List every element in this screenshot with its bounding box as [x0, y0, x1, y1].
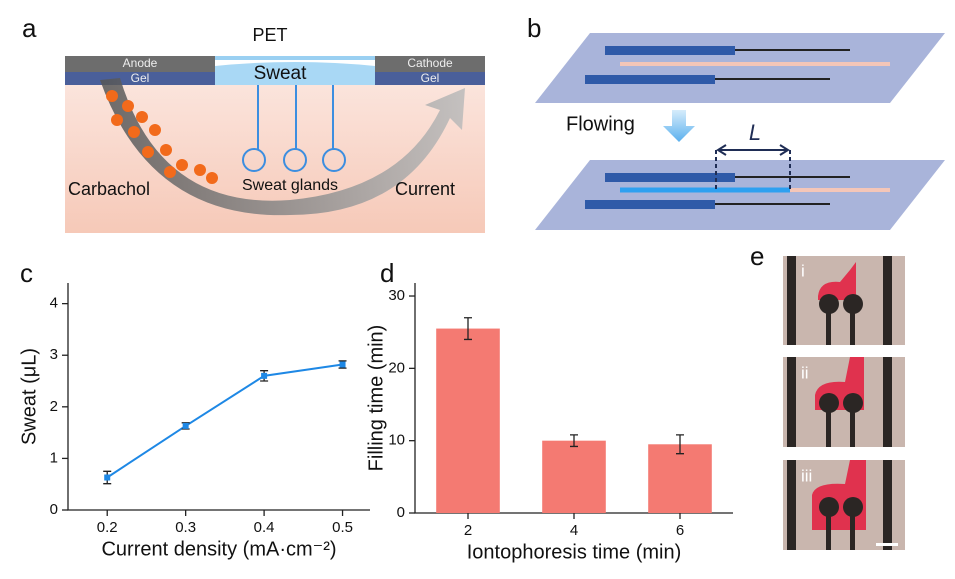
glands-label: Sweat glands: [242, 177, 338, 194]
y-tick-label: 1: [50, 449, 58, 466]
gel: [375, 72, 485, 85]
bar: [436, 328, 500, 513]
panel-b: b Flowing L: [527, 13, 945, 230]
cathode-label: Cathode: [407, 56, 453, 70]
y-axis-label: Sweat (μL): [18, 348, 40, 445]
current-arrow: [100, 78, 465, 216]
panel-label: a: [22, 13, 37, 43]
electrode: [605, 173, 735, 182]
flowing-label: Flowing: [566, 113, 635, 135]
chip: [535, 160, 945, 230]
photo-label: i: [801, 261, 805, 280]
photo: [783, 256, 905, 345]
gel-label: Gel: [131, 71, 150, 85]
panel-label: e: [750, 241, 764, 271]
y-axis-label: Filling time (min): [365, 325, 387, 472]
sweat-glands: [242, 85, 346, 172]
current-label: Current: [395, 179, 455, 199]
panel-e: e i ii iii: [750, 241, 905, 550]
x-tick-label: 4: [570, 522, 578, 539]
x-tick-label: 2: [464, 522, 472, 539]
photo-label: ii: [801, 363, 809, 382]
x-tick-label: 0.2: [97, 519, 118, 536]
sweat-label: Sweat: [254, 63, 308, 84]
panel-a: a PET Anode Gel Sweat Cathode Gel Carbac…: [22, 13, 485, 233]
panel-label: b: [527, 13, 541, 43]
flow-arrow: [663, 110, 695, 142]
axes: [67, 283, 370, 511]
error-bar: [570, 434, 578, 448]
panel-label: d: [380, 258, 394, 288]
y-tick-label: 3: [50, 346, 58, 363]
carbachol-label: Carbachol: [68, 179, 150, 199]
pet: [215, 56, 375, 60]
point: [261, 372, 268, 379]
y-tick-label: 0: [50, 501, 58, 518]
photo: [783, 357, 905, 447]
x-tick-label: 0.3: [175, 519, 196, 536]
y-tick-label: 4: [50, 295, 58, 312]
point: [339, 361, 346, 368]
x-axis-label: Iontophoresis time (min): [467, 541, 682, 563]
panel-label: c: [20, 258, 33, 288]
point: [182, 422, 189, 429]
y-tick-label: 0: [397, 504, 405, 521]
x-tick-label: 0.5: [332, 519, 353, 536]
electrode: [605, 46, 735, 55]
bar: [648, 444, 712, 513]
length-label: L: [749, 120, 761, 145]
carbachol-dots: [106, 90, 218, 184]
y-tick-label: 2: [50, 398, 58, 415]
electrode: [585, 75, 715, 84]
pet-label: PET: [252, 25, 287, 45]
electrode: [65, 56, 215, 72]
electrode: [585, 200, 715, 209]
x-tick-label: 6: [676, 522, 684, 539]
photo: [783, 460, 905, 550]
photo-label: iii: [801, 466, 812, 485]
x-axis-label: Current density (mA·cm⁻²): [101, 538, 336, 560]
anode-label: Anode: [123, 56, 158, 70]
line: [106, 363, 343, 479]
bar: [542, 440, 606, 513]
y-tick-label: 20: [388, 359, 405, 376]
error-bar: [676, 434, 684, 455]
gel-label: Gel: [421, 71, 440, 85]
y-tick-label: 30: [388, 287, 405, 304]
length-marker: [715, 144, 791, 190]
electrode: [375, 56, 485, 72]
scale-bar: [876, 543, 898, 546]
chip: [535, 33, 945, 103]
error-bar: [464, 317, 472, 341]
x-tick-label: 0.4: [254, 519, 275, 536]
y-tick-label: 10: [388, 432, 405, 449]
sweat-pool: [215, 62, 375, 85]
point: [104, 474, 111, 481]
